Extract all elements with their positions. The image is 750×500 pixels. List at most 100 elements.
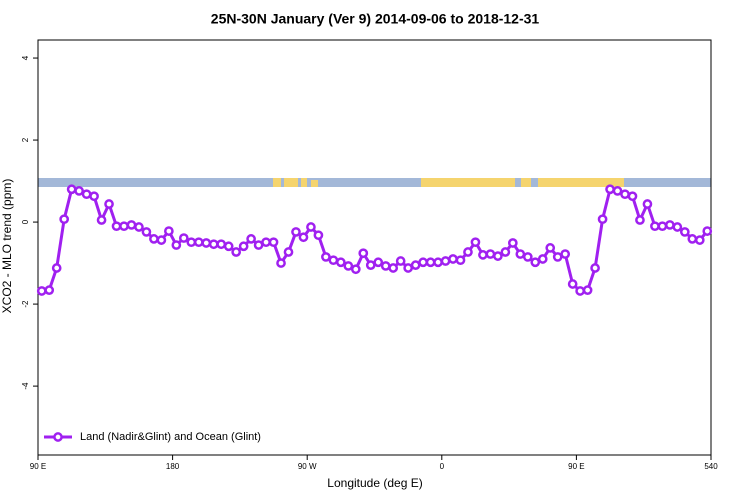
data-point [612,186,623,196]
land-patch [421,178,515,187]
data-point [66,184,77,195]
data-point [208,239,219,250]
x-tick-label: 180 [166,462,180,471]
data-point [44,285,55,295]
data-point [328,255,339,266]
legend-marker [53,432,63,442]
data-point [552,252,563,262]
data-point [313,230,324,241]
data-point [597,214,608,225]
data-point [178,233,189,243]
y-axis-label: XCO2 - MLO trend (ppm) [0,179,14,314]
data-point [493,251,503,261]
data-point [380,261,391,271]
x-axis-label: Longitude (deg E) [327,476,422,490]
data-point [164,226,174,236]
y-tick-label: 0 [21,219,30,224]
data-point [343,261,354,271]
data-point [89,191,99,202]
data-point [81,189,92,200]
data-point [642,199,653,209]
data-point [403,263,413,273]
chart-title: 25N-30N January (Ver 9) 2014-09-06 to 20… [211,11,540,27]
land-patch [301,178,307,187]
data-point [373,257,384,268]
data-point [388,263,399,273]
data-point [425,257,436,268]
data-point [134,222,144,232]
land-patch [311,180,318,187]
data-point [59,214,70,225]
land-patch [538,178,624,187]
data-point [201,238,212,248]
data-point [395,256,406,266]
data-point [231,247,242,257]
data-point [650,221,660,232]
data-point [455,255,466,266]
data-point [253,240,264,250]
data-point [238,241,249,252]
data-point [500,247,511,257]
data-point [141,227,152,237]
data-point [463,247,473,257]
data-point [119,221,129,232]
data-point [605,184,615,195]
data-point [321,252,331,262]
data-point [418,257,428,268]
data-point [478,250,488,260]
data-point [276,258,286,268]
ocean-strip [38,178,711,187]
data-point [111,221,122,232]
data-point [590,263,600,273]
data-point [36,286,47,296]
data-point [627,191,638,202]
data-point [283,247,294,257]
land-patch [284,178,298,187]
data-point [433,257,443,268]
x-tick-label: 540 [704,462,718,471]
data-point [530,257,541,268]
y-tick-label: 4 [21,55,30,60]
data-point [657,221,668,232]
data-point [687,234,698,244]
plot-frame [37,39,712,456]
data-point [96,215,107,225]
data-point [298,232,309,243]
data-point [440,256,451,266]
data-point [171,240,182,250]
data-point [104,199,114,209]
data-point [149,234,159,244]
data-point [620,189,630,200]
data-point [694,235,705,245]
data-point [545,243,556,253]
data-point [268,237,279,248]
data-point [156,235,167,245]
data-point [448,254,458,264]
data-point [672,222,683,232]
land-ocean-strip [38,178,711,187]
data-point [522,252,533,262]
data-point [306,222,316,232]
x-tick-label: 0 [440,462,445,471]
data-point [665,220,675,230]
y-tick-label: -2 [21,300,30,308]
data-point [193,237,204,248]
data-point [575,286,585,296]
data-point [51,263,62,273]
y-tick-label: 2 [21,137,30,142]
data-point [126,220,137,230]
land-patch [273,178,281,187]
data-point [567,279,578,289]
data-point [74,186,84,196]
data-point [246,234,256,244]
data-point [582,285,593,295]
data-point [679,227,690,237]
x-tick-label: 90 W [298,462,317,471]
data-point [216,239,227,250]
data-point [365,260,376,270]
data-point [336,257,346,268]
data-point [186,237,197,248]
data-point [485,249,496,259]
data-point [291,227,301,237]
